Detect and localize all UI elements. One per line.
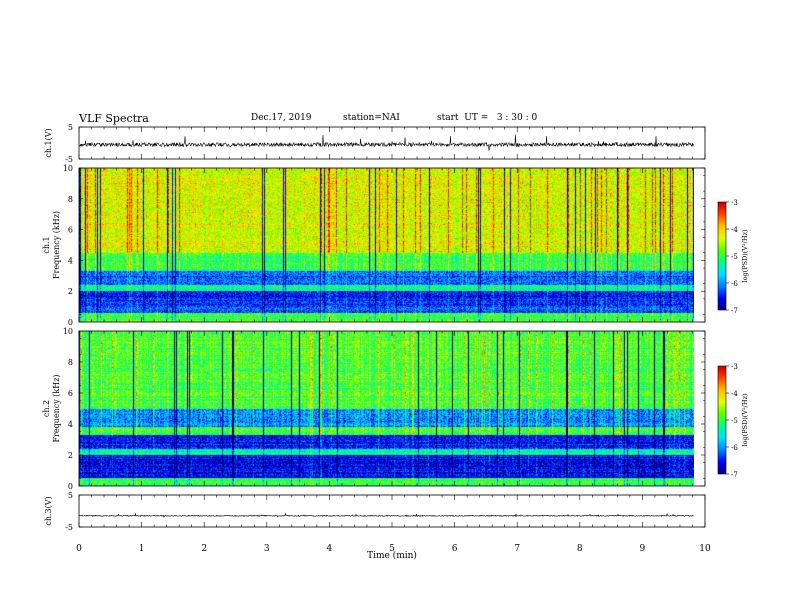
colorbar-tick-label: -5 — [731, 253, 738, 261]
station-label: station=NAI — [343, 113, 400, 123]
y-axis-label: ch.1 — [42, 236, 51, 253]
y-tick-label: 6 — [68, 226, 73, 235]
x-tick-label: 6 — [452, 544, 458, 554]
x-tick-label: 4 — [327, 544, 333, 554]
colorbar-label: log(PSD)(V²/Hz) — [741, 229, 749, 282]
y-tick-label: 2 — [68, 451, 73, 460]
x-tick-label: 8 — [577, 544, 583, 554]
spectrogram-images — [79, 168, 694, 486]
colorbar-tick-label: -4 — [731, 390, 738, 398]
x-tick-label: 9 — [640, 544, 646, 554]
date-label: Dec.17, 2019 — [251, 113, 312, 123]
colorbar-tick-label: -5 — [731, 417, 738, 425]
y-axis-label: Frequency (kHz) — [52, 374, 61, 442]
y-tick-label: -5 — [65, 155, 73, 164]
axes — [78, 126, 729, 528]
start-time-label: start UT = 3 : 30 : 0 — [437, 113, 538, 123]
colorbar-tick-label: -3 — [731, 199, 738, 207]
spectrogram-2 — [79, 331, 694, 486]
y-tick-label: -5 — [65, 523, 73, 532]
axis-labels: -3 -4 -5 -6 -7 log(PSD)(V²/Hz) -3 -4 -5 -6 -7 log(P… — [42, 123, 749, 561]
x-tick-label: 10 — [699, 544, 711, 554]
x-tick-label: 1 — [139, 544, 145, 554]
x-tick-label: 7 — [514, 544, 520, 554]
y-tick-label: 8 — [68, 195, 73, 204]
x-tick-label: 2 — [201, 544, 207, 554]
y-axis-label: ch.2 — [42, 400, 51, 417]
y-tick-label: 4 — [68, 256, 73, 265]
colorbar-tick-label: -3 — [731, 363, 738, 371]
y-axis-label: ch.3(V) — [44, 496, 53, 525]
y-tick-label: 10 — [63, 164, 73, 173]
y-tick-label: 4 — [68, 420, 73, 429]
y-tick-label: 8 — [68, 358, 73, 367]
colorbar-tick-label: -7 — [731, 307, 738, 315]
ch1-waveform-line — [78, 134, 694, 152]
ch3-waveform-line — [78, 513, 694, 519]
y-tick-label: 5 — [68, 123, 73, 132]
y-tick-label: 6 — [68, 389, 73, 398]
colorbar-2 — [717, 365, 727, 475]
colorbar-tick-label: -4 — [731, 226, 738, 234]
y-tick-label: 0 — [68, 482, 73, 491]
waveform-lines — [78, 134, 694, 519]
y-tick-label: 0 — [68, 318, 73, 327]
colorbar-tick-label: -7 — [731, 471, 738, 479]
colorbar-tick-label: -6 — [731, 444, 738, 452]
y-axis-label: ch.1(V) — [44, 128, 53, 157]
x-axis-label: Time (min) — [367, 550, 417, 561]
colorbar-label: log(PSD)(V²/Hz) — [741, 393, 749, 446]
spectrogram-1 — [79, 168, 694, 322]
colorbar-1 — [717, 201, 727, 311]
x-tick-label: 5 — [389, 544, 395, 554]
y-tick-label: 10 — [63, 327, 73, 336]
colorbar-tick-label: -6 — [731, 280, 738, 288]
x-tick-label: 3 — [264, 544, 270, 554]
y-tick-label: 5 — [68, 491, 73, 500]
figure-title: VLF Spectra — [79, 112, 149, 125]
y-tick-label: 2 — [68, 287, 73, 296]
x-tick-label: 0 — [76, 544, 82, 554]
y-axis-label: Frequency (kHz) — [52, 211, 61, 279]
